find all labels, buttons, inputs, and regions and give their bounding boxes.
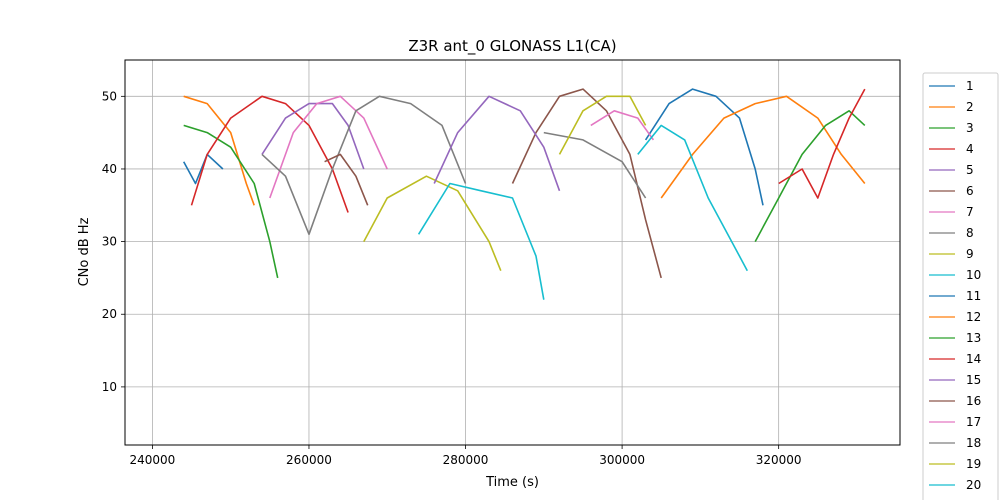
legend-label-4: 4 [966, 142, 974, 156]
series-20-line [637, 124, 749, 272]
x-tick-label: 260000 [286, 453, 332, 467]
legend-label-20: 20 [966, 478, 981, 492]
series-14-line [778, 88, 866, 199]
plot-frame [124, 59, 901, 446]
x-tick-label: 320000 [756, 453, 802, 467]
legend-label-17: 17 [966, 415, 981, 429]
y-tick-label: 50 [102, 89, 117, 103]
legend-label-1: 1 [966, 79, 974, 93]
legend-label-8: 8 [966, 226, 974, 240]
legend-label-12: 12 [966, 310, 981, 324]
y-tick-label: 10 [102, 380, 117, 394]
legend-label-7: 7 [966, 205, 974, 219]
series-17-line [590, 110, 655, 141]
series-18-line [543, 131, 647, 199]
series-11-line [644, 88, 764, 206]
legend-label-9: 9 [966, 247, 974, 261]
series-3-line [183, 124, 279, 279]
legend-label-13: 13 [966, 331, 981, 345]
legend-label-14: 14 [966, 352, 981, 366]
series-1-line [182, 153, 224, 185]
y-tick-label: 40 [102, 162, 117, 176]
series-9-line [363, 175, 502, 272]
series-16-line [324, 153, 369, 206]
legend-box [922, 72, 999, 500]
series-layer [182, 88, 866, 300]
x-tick-label: 280000 [443, 453, 489, 467]
legend-label-18: 18 [966, 436, 981, 450]
series-7-line [269, 95, 388, 199]
legend-label-11: 11 [966, 289, 981, 303]
series-15-line [433, 95, 561, 192]
x-tick-label: 300000 [599, 453, 645, 467]
series-13-line [754, 110, 866, 242]
series-10-line [417, 182, 545, 300]
legend-label-16: 16 [966, 394, 981, 408]
legend-label-15: 15 [966, 373, 981, 387]
grid [125, 60, 900, 445]
legend-label-10: 10 [966, 268, 981, 282]
y-tick-label: 30 [102, 235, 117, 249]
series-4-line [190, 95, 349, 213]
series-8-line [261, 95, 467, 236]
x-tick-label: 240000 [129, 453, 175, 467]
legend-label-6: 6 [966, 184, 974, 198]
chart-title: Z3R ant_0 GLONASS L1(CA) [408, 37, 616, 56]
legend-label-5: 5 [966, 163, 974, 177]
series-6-line [511, 88, 662, 279]
ticks: 240000 260000 280000 300000 320000 10 20 30 40 50 [102, 89, 802, 467]
y-axis-label: CNo dB Hz [77, 217, 92, 286]
legend-label-2: 2 [966, 100, 974, 114]
legend-label-19: 19 [966, 457, 981, 471]
series-2-line [183, 95, 255, 206]
legend-label-3: 3 [966, 121, 974, 135]
series-5-line [261, 102, 365, 170]
series-19-line [558, 95, 647, 155]
y-tick-label: 20 [102, 307, 117, 321]
x-axis-label: Time (s) [485, 475, 539, 490]
series-12-line [660, 95, 866, 199]
